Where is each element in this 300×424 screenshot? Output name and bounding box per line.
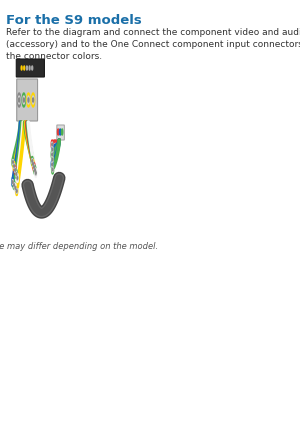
Circle shape	[14, 164, 15, 168]
Circle shape	[34, 167, 35, 173]
Circle shape	[33, 98, 34, 102]
Circle shape	[17, 177, 18, 179]
Circle shape	[52, 155, 54, 164]
Circle shape	[51, 160, 53, 169]
Circle shape	[52, 145, 54, 154]
Circle shape	[12, 178, 14, 187]
Circle shape	[14, 165, 16, 175]
Circle shape	[31, 156, 33, 165]
FancyBboxPatch shape	[16, 59, 44, 77]
Circle shape	[16, 187, 18, 195]
Circle shape	[28, 96, 29, 104]
Circle shape	[52, 167, 53, 172]
Circle shape	[52, 147, 53, 152]
Circle shape	[16, 189, 17, 193]
Circle shape	[32, 96, 34, 104]
Circle shape	[51, 150, 53, 159]
Text: The displayed image may differ depending on the model.: The displayed image may differ depending…	[0, 242, 158, 251]
Circle shape	[32, 66, 33, 70]
Circle shape	[52, 165, 54, 174]
Circle shape	[13, 162, 15, 170]
Circle shape	[14, 182, 15, 187]
Circle shape	[16, 173, 18, 182]
Circle shape	[15, 186, 16, 190]
Circle shape	[52, 158, 53, 161]
Circle shape	[13, 181, 15, 190]
Circle shape	[18, 96, 20, 104]
Circle shape	[15, 170, 17, 179]
Circle shape	[52, 168, 53, 171]
Circle shape	[52, 148, 53, 151]
Circle shape	[33, 162, 34, 167]
Circle shape	[32, 93, 35, 107]
Circle shape	[21, 66, 22, 70]
Circle shape	[17, 176, 18, 181]
Circle shape	[35, 168, 37, 178]
Circle shape	[14, 184, 16, 192]
Circle shape	[33, 162, 35, 171]
Text: Refer to the diagram and connect the component video and audio cables to the com: Refer to the diagram and connect the com…	[6, 28, 300, 61]
Text: For the S9 models: For the S9 models	[6, 14, 142, 27]
Circle shape	[19, 98, 20, 102]
Circle shape	[35, 172, 36, 174]
Circle shape	[15, 167, 16, 173]
Circle shape	[52, 157, 53, 162]
Circle shape	[29, 66, 30, 70]
Circle shape	[32, 159, 33, 164]
Circle shape	[24, 66, 25, 70]
FancyBboxPatch shape	[57, 125, 64, 140]
Circle shape	[61, 129, 63, 135]
Circle shape	[34, 169, 35, 171]
Circle shape	[12, 157, 14, 167]
Circle shape	[51, 140, 53, 149]
Circle shape	[35, 170, 36, 176]
Circle shape	[23, 98, 24, 102]
Circle shape	[15, 187, 16, 189]
Circle shape	[23, 96, 25, 104]
Circle shape	[12, 159, 14, 165]
Circle shape	[27, 93, 30, 107]
Circle shape	[34, 165, 36, 175]
Circle shape	[58, 129, 59, 135]
Circle shape	[52, 152, 53, 157]
Circle shape	[32, 159, 34, 168]
Circle shape	[16, 171, 17, 176]
Circle shape	[18, 93, 21, 107]
Circle shape	[16, 190, 17, 192]
Circle shape	[22, 93, 26, 107]
Circle shape	[12, 179, 13, 184]
Circle shape	[52, 162, 53, 167]
FancyBboxPatch shape	[17, 79, 38, 121]
Circle shape	[26, 66, 27, 70]
Circle shape	[59, 129, 61, 135]
Circle shape	[52, 142, 53, 147]
Circle shape	[28, 98, 29, 102]
